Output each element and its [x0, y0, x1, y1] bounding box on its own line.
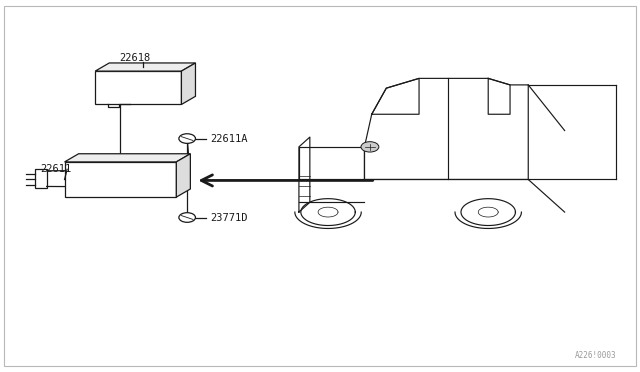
Circle shape: [361, 142, 379, 152]
Polygon shape: [299, 147, 364, 179]
Text: 22611A: 22611A: [210, 134, 248, 144]
Polygon shape: [35, 169, 47, 188]
Polygon shape: [65, 162, 176, 197]
Circle shape: [179, 134, 195, 143]
Polygon shape: [181, 63, 195, 105]
Polygon shape: [95, 63, 195, 71]
Text: 22618: 22618: [119, 53, 150, 63]
Polygon shape: [176, 154, 190, 197]
Circle shape: [179, 213, 195, 222]
Polygon shape: [65, 154, 190, 162]
Text: 22611: 22611: [40, 164, 72, 174]
Polygon shape: [95, 71, 181, 105]
Text: A226!0003: A226!0003: [575, 351, 617, 360]
Text: 23771D: 23771D: [210, 212, 248, 222]
